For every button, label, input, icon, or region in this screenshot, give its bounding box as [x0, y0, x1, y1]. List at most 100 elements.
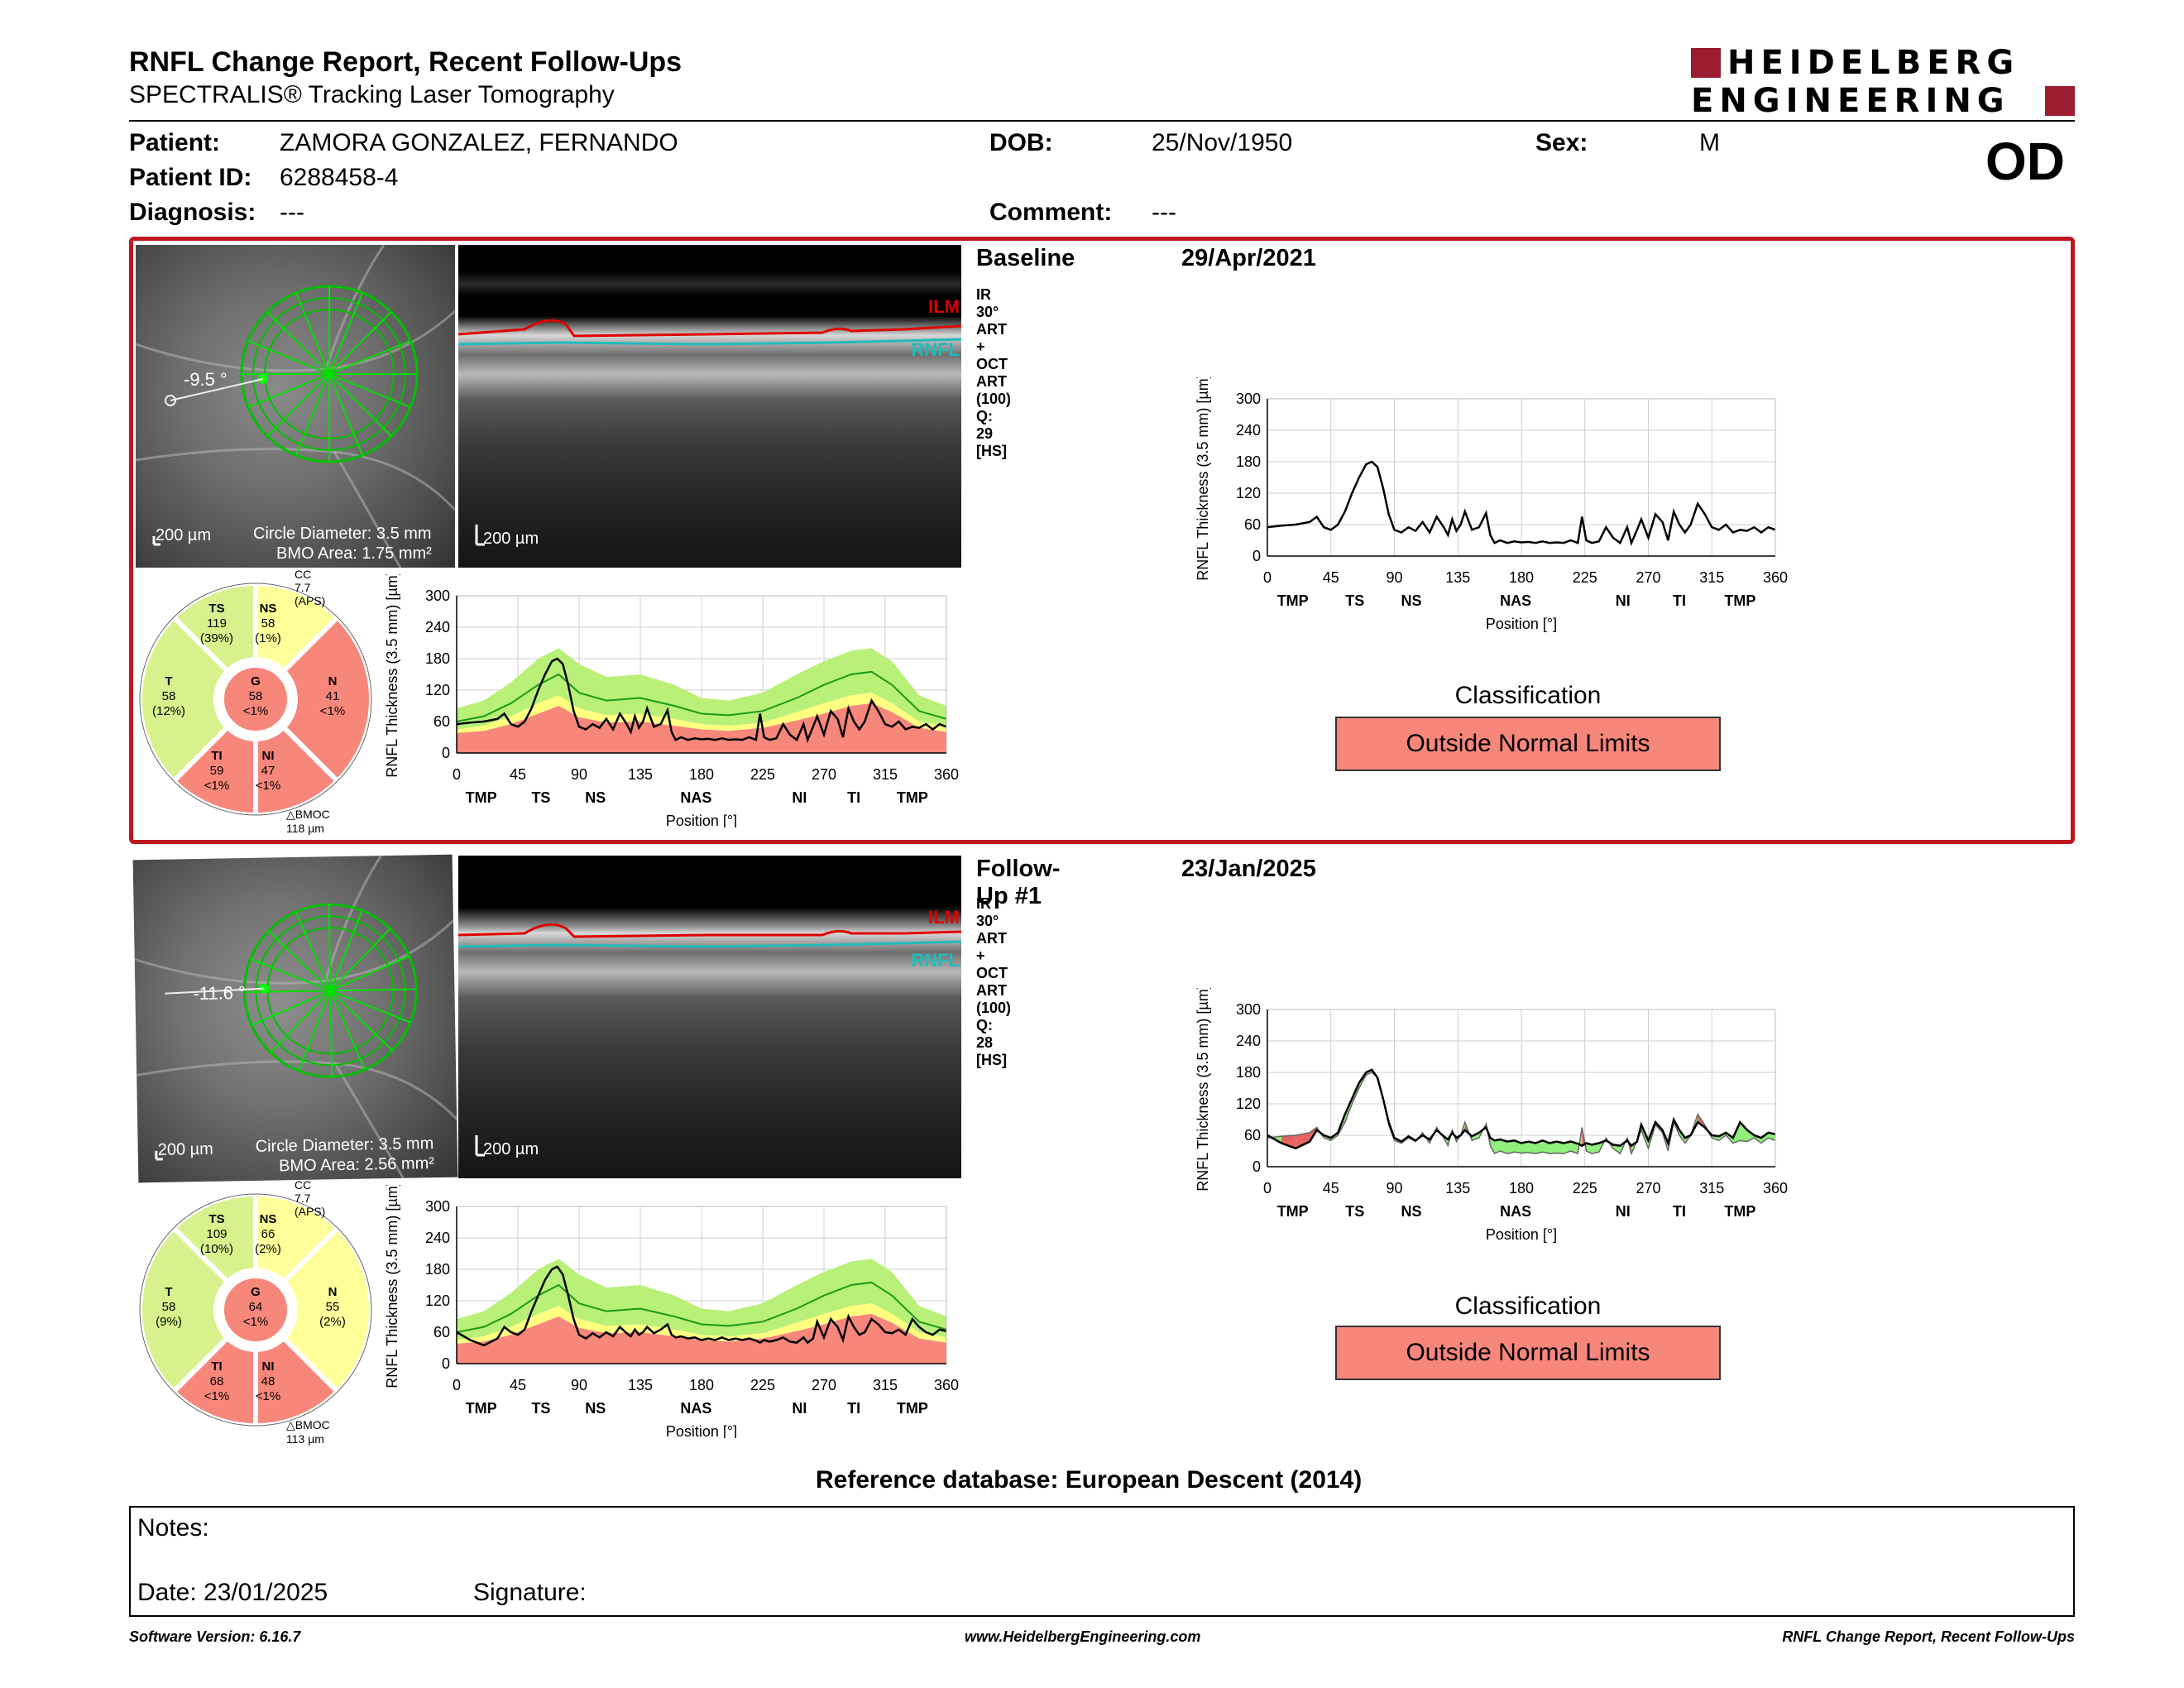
- header-divider: [129, 120, 2075, 122]
- x-axis-label: Position [°]: [666, 813, 737, 827]
- report-subtitle: SPECTRALIS® Tracking Laser Tomography: [129, 81, 615, 108]
- sector-axis-label: TI: [1673, 592, 1686, 609]
- notes-box[interactable]: Notes: Date: 23/01/2025 Signature:: [129, 1506, 2075, 1617]
- sector-pct-ts: (39%): [200, 631, 233, 645]
- x-tick-label: 225: [750, 1377, 775, 1393]
- change-area: [1592, 1143, 1599, 1154]
- baseline-profile-chart: 0 60 120 180 240 300 0 45 90 135 180 225 270 315 360 TM…: [384, 574, 959, 827]
- sector-value-ns: 66: [261, 1227, 275, 1241]
- sector-value-t: 58: [162, 689, 176, 703]
- sector-pct-ns: (1%): [255, 631, 281, 645]
- company-logo: HEIDELBERG ENGINEERING: [1691, 46, 2076, 117]
- x-tick-label: 270: [812, 1377, 836, 1393]
- reference-database: Reference database: European Descent (20…: [816, 1466, 1363, 1494]
- dob-value: 25/Nov/1950: [1152, 129, 1293, 156]
- y-tick-label: 120: [1236, 1096, 1261, 1112]
- signature-label: Signature:: [473, 1579, 587, 1606]
- sector-name-t: T: [165, 1285, 172, 1299]
- baseline-angle-label: -9.5 °: [184, 369, 228, 390]
- sector-axis-label: NI: [792, 1400, 807, 1417]
- followup-oct-scale: 200 µm: [483, 1140, 539, 1158]
- x-tick-label: 0: [453, 766, 461, 783]
- comment-label: Comment:: [989, 199, 1113, 226]
- change-area: [1564, 1141, 1571, 1154]
- footer-website[interactable]: www.HeidelbergEngineering.com: [965, 1628, 1201, 1645]
- change-area: [1528, 1141, 1536, 1154]
- followup-oct-scan: ILM RNFL 200 µm: [457, 856, 962, 1178]
- y-tick-label: 180: [1236, 1064, 1261, 1081]
- y-tick-label: 120: [1236, 485, 1261, 501]
- y-tick-label: 120: [425, 682, 450, 698]
- baseline-oct-scan: ILM RNFL 200 µm: [457, 245, 962, 568]
- x-tick-label: 180: [1509, 569, 1534, 586]
- x-axis-label: Position [°]: [1486, 616, 1557, 632]
- sector-name-g: G: [251, 674, 261, 688]
- change-area: [1490, 1138, 1495, 1154]
- x-tick-label: 135: [628, 1377, 653, 1393]
- thickness-series-line: [1267, 460, 1776, 546]
- x-tick-label: 90: [1386, 569, 1402, 586]
- norm-band-normal: [457, 1259, 946, 1340]
- x-tick-label: 0: [1263, 1180, 1272, 1196]
- x-tick-label: 225: [1573, 1180, 1597, 1196]
- y-tick-label: 60: [1244, 1127, 1261, 1144]
- norm-band-outside: [457, 703, 946, 753]
- thickness-series-line: [1267, 1068, 1776, 1150]
- baseline-ir-scale: 200 µm: [156, 526, 212, 544]
- change-area: [1549, 1141, 1557, 1154]
- y-tick-label: 60: [1244, 516, 1261, 533]
- sector-name-ns: NS: [260, 602, 277, 616]
- sector-axis-label: NI: [792, 789, 807, 806]
- y-tick-label: 300: [1236, 391, 1261, 407]
- x-tick-label: 180: [689, 766, 714, 783]
- sector-name-ti: TI: [211, 749, 222, 763]
- sex-label: Sex:: [1535, 129, 1588, 156]
- x-tick-label: 270: [812, 766, 836, 783]
- norm-mean-line: [456, 670, 947, 722]
- followup-ir-image: -11.6 ° 200 µm Circle Diameter: 3.5 mm B…: [132, 854, 458, 1183]
- sector-outline: [139, 583, 372, 816]
- sector-axis-label: TI: [847, 1400, 860, 1417]
- baseline-highlight-frame: [129, 237, 2075, 844]
- logo-square-top: [1691, 48, 1721, 78]
- x-tick-label: 270: [1636, 569, 1660, 586]
- sector-name-ni: NI: [262, 1360, 275, 1374]
- x-tick-label: 180: [689, 1377, 714, 1393]
- sector-name-n: N: [328, 1285, 338, 1299]
- baseline-thickness-chart: 0 60 120 180 240 300 0 45 90 135 180 225 270 315 360 TM…: [1195, 377, 1788, 632]
- followup-circle-diameter: Circle Diameter: 3.5 mm: [255, 1134, 434, 1156]
- sector-axis-label: NS: [1401, 1203, 1421, 1220]
- y-tick-label: 0: [1252, 1158, 1261, 1175]
- y-tick-label: 180: [425, 650, 450, 667]
- patient-name: ZAMORA GONZALEZ, FERNANDO: [280, 129, 678, 156]
- sector-axis-label: TMP: [466, 1400, 497, 1417]
- sector-axis-label: TMP: [1724, 592, 1755, 609]
- y-axis-label: RNFL Thickness (3.5 mm) [µm]: [1195, 988, 1211, 1192]
- x-tick-label: 0: [1263, 569, 1272, 586]
- sector-value-n: 55: [326, 1300, 340, 1314]
- sector-value-ni: 48: [261, 1374, 275, 1388]
- comment-value: ---: [1152, 199, 1176, 226]
- sector-pct-ni: <1%: [256, 1389, 280, 1403]
- baseline-bmoc-label: △BMOC 118 µm: [286, 808, 330, 835]
- sector-pct-ns: (2%): [255, 1242, 281, 1256]
- sector-value-ni: 47: [261, 764, 275, 778]
- y-tick-label: 180: [1236, 453, 1261, 470]
- baseline-oct-scale: 200 µm: [483, 530, 539, 548]
- sector-axis-label: TMP: [1724, 1203, 1755, 1220]
- y-tick-label: 240: [425, 619, 450, 635]
- followup-cc-label: CC 7.7 (APS): [295, 1178, 326, 1218]
- baseline-ir-overlay: [136, 245, 455, 568]
- patient-label: Patient:: [129, 129, 221, 156]
- x-tick-label: 45: [510, 1377, 526, 1393]
- sector-axis-label: NAS: [680, 789, 711, 806]
- x-tick-label: 270: [1636, 1180, 1660, 1196]
- sector-name-ts: TS: [208, 602, 224, 616]
- change-area: [1542, 1140, 1550, 1154]
- thickness-series-line: [456, 1265, 947, 1347]
- followup-oct-overlay: [457, 923, 962, 1157]
- y-tick-label: 240: [1236, 1033, 1261, 1049]
- sector-value-t: 58: [162, 1300, 176, 1314]
- sector-name-ts: TS: [208, 1212, 224, 1226]
- x-tick-label: 45: [1323, 1180, 1339, 1196]
